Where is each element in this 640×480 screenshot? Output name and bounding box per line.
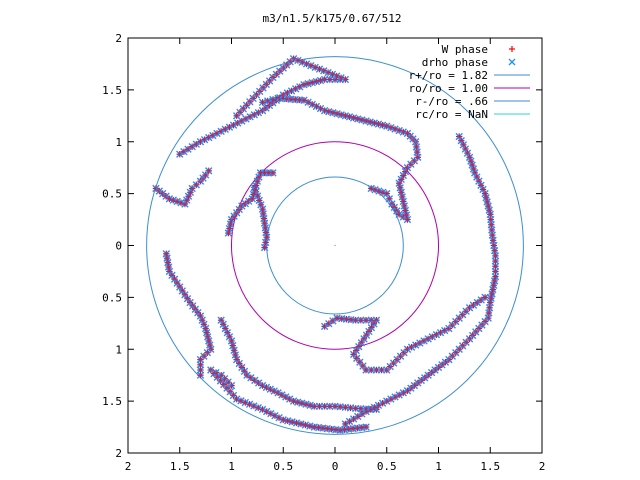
y-tick-label: 2	[115, 32, 122, 45]
data-point	[396, 184, 404, 192]
legend-label: ro/ro = 1.00	[409, 82, 488, 95]
data-point	[341, 112, 350, 120]
data-point	[261, 224, 270, 232]
data-point	[232, 112, 241, 120]
data-point	[354, 412, 362, 421]
y-tick-label: 0	[115, 240, 122, 253]
data-point	[213, 373, 221, 381]
data-point	[472, 328, 480, 336]
data-point	[205, 167, 213, 175]
data-point	[403, 215, 412, 224]
data-point	[399, 128, 408, 136]
data-point	[255, 173, 263, 181]
y-tick-label: 1.5	[102, 395, 122, 408]
y-tick-label: 1	[115, 343, 122, 356]
data-point	[362, 423, 370, 431]
data-point	[260, 243, 269, 252]
y-axis: 2 1.5 1 0.5 0 0.5 1 1.5 2	[102, 32, 542, 460]
data-point	[225, 224, 234, 233]
data-point	[312, 102, 321, 111]
data-point	[301, 421, 310, 429]
x-tick-label: 2	[539, 460, 546, 473]
data-point	[346, 404, 355, 412]
data-point	[312, 77, 321, 86]
data-point	[283, 417, 292, 425]
data-point	[485, 304, 494, 312]
x-tick-label: 0.5	[377, 460, 397, 473]
data-point	[292, 419, 301, 427]
data-point	[488, 226, 496, 234]
data-point	[452, 317, 460, 326]
data-point	[455, 314, 463, 322]
legend-label: rc/ro = NaN	[415, 108, 488, 121]
data-point	[387, 395, 395, 403]
y-tick-label: 1	[115, 136, 122, 149]
legend-label: drho phase	[422, 56, 488, 69]
data-point	[258, 98, 267, 107]
x-tick-label: 1.5	[170, 460, 190, 473]
legend-entry: r-/ro = .66	[415, 95, 530, 108]
legend-entry: W phase	[442, 43, 515, 56]
data-point	[224, 229, 233, 237]
data-point	[383, 397, 391, 405]
data-markers	[152, 55, 500, 434]
legend-label: r-/ro = .66	[415, 95, 488, 108]
data-point	[341, 420, 350, 428]
x-tick-label: 1	[228, 460, 235, 473]
x-tick-label: 0.5	[273, 460, 293, 473]
legend-entry: r+/ro = 1.82	[409, 69, 530, 82]
data-point	[279, 416, 287, 424]
data-point	[390, 203, 399, 212]
data-point	[204, 333, 212, 341]
data-point	[229, 341, 237, 350]
data-point	[232, 355, 241, 364]
data-point	[391, 125, 399, 133]
center-dot	[334, 244, 336, 247]
data-point	[386, 362, 394, 371]
x-tick-label: 0	[332, 460, 339, 473]
legend-entry: ro/ro = 1.00	[409, 82, 530, 95]
circle-ro-ro	[231, 141, 439, 350]
data-point	[205, 133, 213, 142]
data-point	[201, 171, 210, 179]
data-point	[249, 190, 258, 199]
circle-r-ro	[146, 56, 524, 435]
data-point	[231, 351, 240, 359]
chart-title: m3/n1.5/k175/0.67/512	[262, 12, 401, 25]
data-point	[269, 169, 277, 177]
data-point	[400, 202, 409, 210]
data-point	[242, 115, 250, 123]
data-point	[246, 98, 254, 106]
data-point	[288, 418, 296, 426]
data-point	[216, 377, 225, 385]
y-tick-label: 0.5	[102, 188, 122, 201]
legend-label: r+/ro = 1.82	[409, 69, 488, 82]
data-point	[294, 56, 302, 65]
x-axis: 2 1.5 1 0.5 0 0.5 1 1.5 2	[125, 38, 546, 473]
data-point	[226, 220, 235, 228]
data-point	[207, 345, 215, 353]
legend-entry: drho phase	[422, 56, 516, 69]
legend-entry: rc/ro = NaN	[415, 108, 530, 121]
y-tick-label: 1.5	[102, 84, 122, 97]
data-point	[297, 420, 305, 428]
data-point	[283, 89, 292, 97]
x-tick-label: 1	[435, 460, 442, 473]
data-point	[306, 422, 314, 430]
legend-label: W phase	[442, 43, 488, 56]
y-tick-label: 0.5	[102, 291, 122, 304]
x-tick-label: 2	[125, 460, 132, 473]
data-point	[227, 337, 236, 345]
data-point	[219, 320, 227, 329]
data-point	[412, 143, 421, 151]
data-point	[223, 328, 232, 337]
x-tick-label: 1.5	[480, 460, 500, 473]
data-point	[245, 197, 253, 205]
data-point	[230, 346, 238, 354]
data-point	[196, 371, 205, 379]
data-point	[407, 343, 416, 351]
y-tick-label: 2	[115, 447, 122, 460]
